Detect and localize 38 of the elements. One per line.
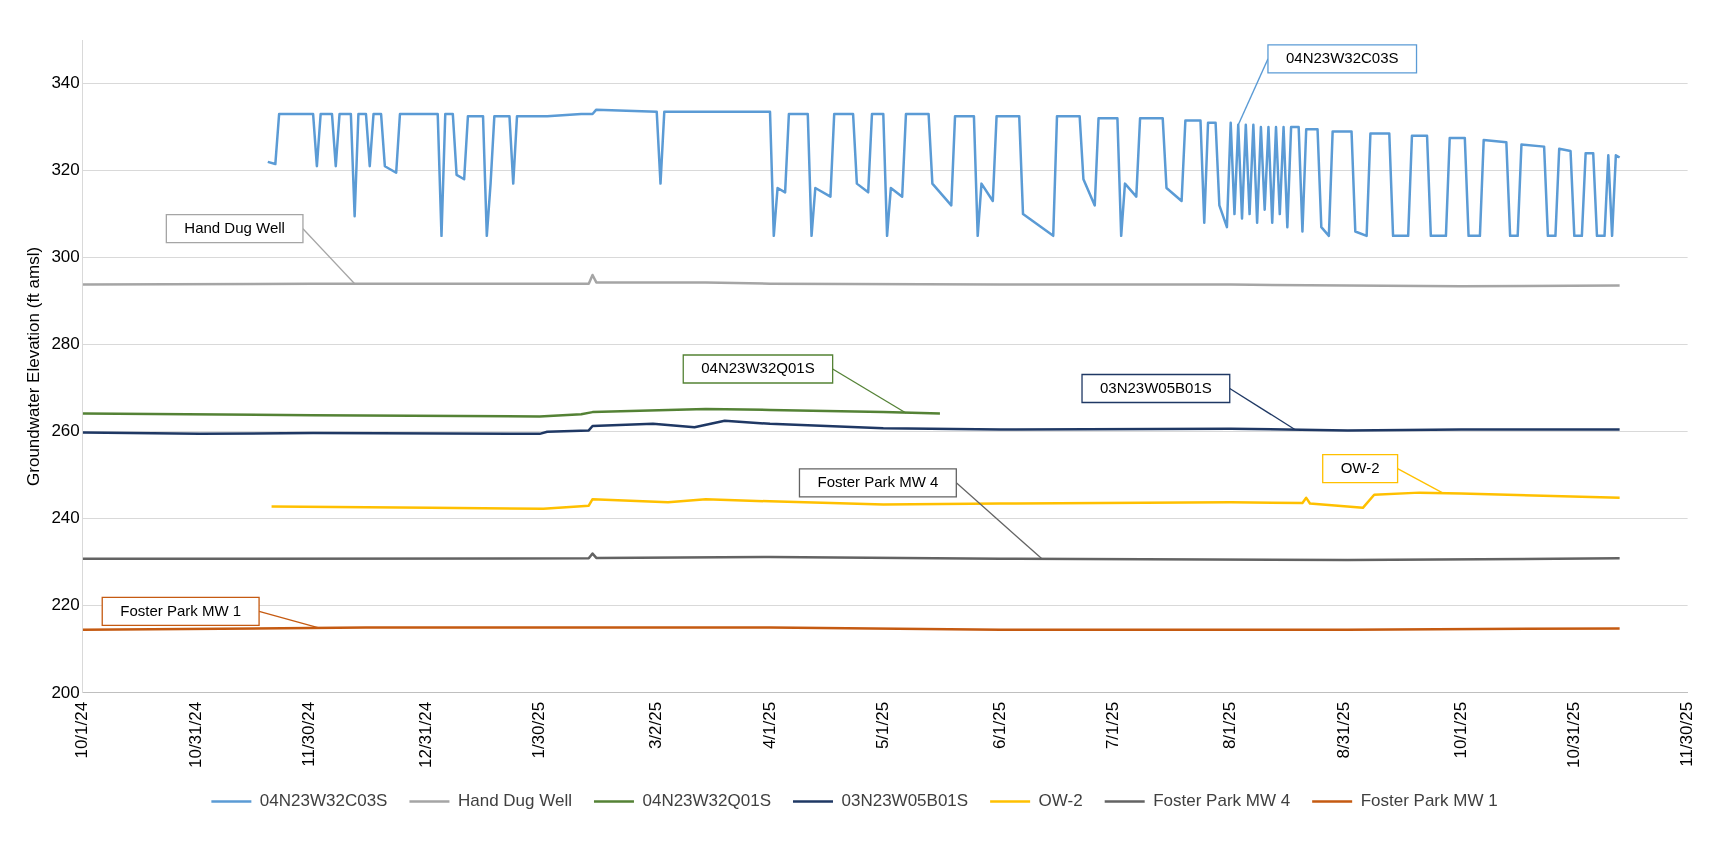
x-tick-label: 5/1/25 [872, 701, 892, 750]
x-tick-label: 1/30/25 [529, 701, 549, 759]
annotation: Hand Dug Well [184, 218, 285, 236]
annotation: Foster Park MW 1 [120, 601, 242, 619]
annotation: OW-2 [1340, 458, 1380, 476]
y-tick-label: 240 [51, 508, 80, 528]
y-tick-label: 300 [51, 247, 80, 267]
y-tick-label: 220 [51, 595, 80, 615]
x-tick-label: 11/30/24 [299, 701, 319, 767]
x-tick-label: 6/1/25 [990, 701, 1010, 750]
legend-label: 04N23W32Q01S [642, 791, 771, 811]
x-tick-label: 4/1/25 [759, 701, 779, 750]
x-tick-label: 10/31/25 [1564, 701, 1583, 769]
x-tick-label: 8/1/25 [1220, 701, 1240, 750]
y-tick-label: 340 [51, 73, 80, 93]
y-tick-label: 320 [51, 160, 80, 180]
x-tick-label: 11/30/25 [1677, 701, 1697, 767]
y-tick-label: 280 [51, 334, 80, 354]
x-tick-label: 10/1/24 [72, 701, 92, 759]
x-tick-label: 7/1/25 [1103, 701, 1123, 750]
annotation: Foster Park MW 4 [817, 472, 939, 490]
annotation: 04N23W32Q01S [701, 359, 815, 377]
x-tick-label: 10/31/24 [185, 701, 205, 769]
legend-label: Foster Park MW 4 [1153, 791, 1291, 811]
x-tick-label: 3/2/25 [646, 701, 666, 750]
x-tick-label: 10/1/25 [1450, 701, 1470, 759]
x-tick-label: 8/31/25 [1333, 701, 1353, 759]
y-tick-label: 200 [51, 682, 80, 702]
y-tick-label: 260 [51, 421, 80, 441]
legend-label: Foster Park MW 1 [1360, 791, 1498, 811]
legend-label: OW-2 [1038, 791, 1083, 811]
y-axis-title: Groundwater Elevation (ft amsl) [23, 246, 43, 486]
annotation: 04N23W32C03S [1285, 49, 1399, 67]
legend-label: Hand Dug Well [457, 791, 572, 811]
legend-label: 03N23W05B01S [841, 791, 969, 811]
annotation: 03N23W05B01S [1100, 378, 1212, 396]
legend-label: 04N23W32C03S [259, 791, 388, 811]
x-tick-label: 12/31/24 [416, 701, 436, 769]
